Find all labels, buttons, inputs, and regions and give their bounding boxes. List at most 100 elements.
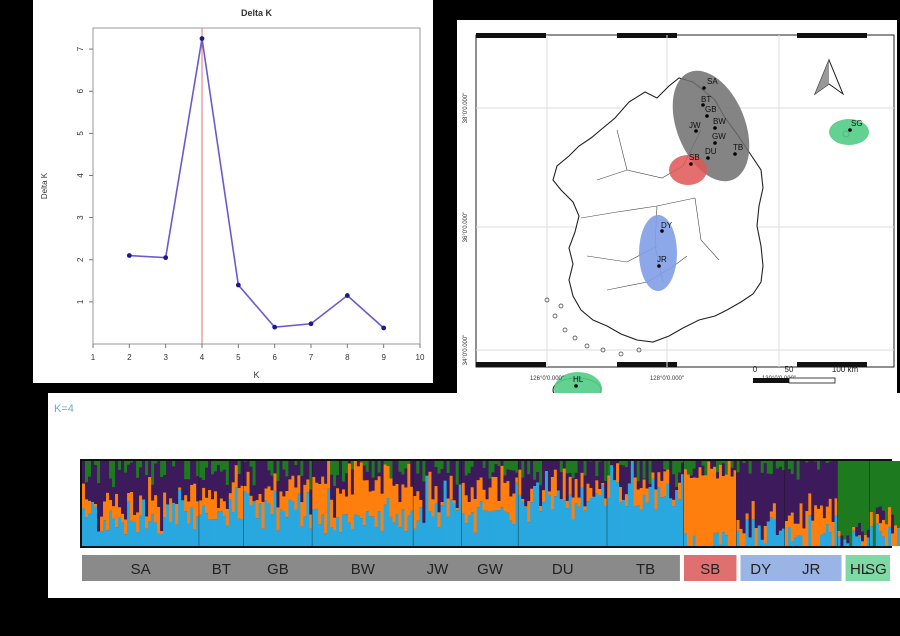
individual-ancestry-bar — [730, 476, 734, 546]
individual-ancestry-bar — [506, 469, 510, 482]
individual-ancestry-bar — [464, 461, 469, 476]
individual-ancestry-bar — [858, 461, 862, 523]
individual-ancestry-bar — [840, 535, 844, 546]
individual-ancestry-bar — [222, 515, 227, 546]
individual-ancestry-bar — [437, 512, 441, 528]
individual-ancestry-bar — [285, 517, 289, 546]
individual-ancestry-bar — [336, 517, 340, 546]
individual-ancestry-bar — [112, 461, 116, 488]
individual-ancestry-bar — [470, 512, 475, 546]
individual-ancestry-bar — [151, 484, 155, 501]
individual-ancestry-bar — [181, 461, 185, 501]
individual-ancestry-bar — [811, 520, 815, 546]
individual-ancestry-bar — [422, 522, 426, 546]
individual-ancestry-bar — [407, 515, 411, 546]
individual-ancestry-bar — [701, 465, 705, 476]
individual-ancestry-bar — [85, 499, 89, 518]
individual-ancestry-bar — [297, 475, 301, 494]
individual-ancestry-bar — [473, 461, 478, 499]
population-label-dy: DY — [750, 561, 771, 578]
individual-ancestry-bar — [878, 531, 883, 546]
individual-ancestry-bar — [852, 530, 856, 546]
individual-ancestry-bar — [199, 461, 203, 478]
coastal-island — [544, 297, 550, 303]
individual-ancestry-bar — [300, 475, 304, 503]
individual-ancestry-bar — [512, 461, 516, 471]
individual-ancestry-bar — [148, 521, 152, 546]
x-tick-label: 5 — [236, 353, 241, 362]
individual-ancestry-bar — [479, 501, 483, 546]
individual-ancestry-bar — [852, 461, 856, 527]
individual-ancestry-bar — [419, 507, 423, 546]
individual-ancestry-bar — [205, 513, 209, 546]
individual-ancestry-bar — [713, 461, 717, 467]
individual-ancestry-bar — [97, 483, 101, 532]
individual-ancestry-bar — [701, 475, 705, 546]
k-label: K=4 — [54, 403, 74, 415]
individual-ancestry-bar — [621, 499, 626, 546]
individual-ancestry-bar — [473, 498, 478, 533]
site-label-du: DU — [705, 147, 717, 156]
individual-ancestry-bar — [869, 511, 874, 527]
individual-ancestry-bar — [452, 500, 457, 504]
individual-ancestry-bar — [404, 531, 408, 546]
individual-ancestry-bar — [494, 510, 498, 546]
individual-ancestry-bar — [94, 503, 98, 507]
individual-ancestry-bar — [291, 501, 295, 546]
site-dot — [689, 162, 693, 166]
individual-ancestry-bar — [799, 461, 803, 504]
individual-ancestry-bar — [356, 466, 361, 516]
individual-ancestry-bar — [521, 461, 525, 478]
individual-ancestry-bar — [315, 508, 319, 546]
individual-ancestry-bar — [636, 505, 641, 546]
individual-ancestry-bar — [610, 461, 614, 466]
individual-ancestry-bar — [112, 518, 116, 546]
individual-ancestry-bar — [341, 481, 346, 490]
individual-ancestry-bar — [748, 537, 753, 546]
individual-ancestry-bar — [410, 486, 414, 511]
individual-ancestry-bar — [431, 499, 435, 517]
individual-ancestry-bar — [604, 498, 608, 506]
individual-ancestry-bar — [216, 464, 221, 508]
individual-ancestry-bar — [109, 478, 113, 500]
individual-ancestry-bar — [356, 461, 361, 467]
individual-ancestry-bar — [225, 485, 230, 509]
individual-ancestry-bar — [395, 461, 399, 484]
individual-ancestry-bar — [181, 500, 185, 546]
x-tick-label: 1 — [91, 353, 96, 362]
individual-ancestry-bar — [154, 495, 158, 523]
individual-ancestry-bar — [678, 499, 682, 546]
individual-ancestry-bar — [452, 503, 457, 546]
individual-ancestry-bar — [136, 512, 140, 533]
individual-ancestry-bar — [683, 461, 688, 470]
individual-ancestry-bar — [94, 461, 98, 465]
individual-ancestry-bar — [383, 504, 387, 546]
individual-ancestry-bar — [336, 475, 340, 489]
individual-ancestry-bar — [169, 498, 173, 523]
deltak-point — [381, 325, 387, 331]
individual-ancestry-bar — [616, 461, 620, 464]
individual-ancestry-bar — [598, 461, 602, 462]
individual-ancestry-bar — [624, 494, 629, 507]
individual-ancestry-bar — [246, 461, 250, 472]
individual-ancestry-bar — [872, 461, 877, 546]
individual-ancestry-bar — [586, 501, 590, 546]
individual-ancestry-bar — [339, 461, 343, 494]
individual-ancestry-bar — [875, 507, 880, 514]
individual-ancestry-bar — [163, 492, 167, 518]
individual-ancestry-bar — [796, 535, 800, 546]
individual-ancestry-bar — [858, 522, 862, 536]
individual-ancestry-bar — [565, 508, 570, 546]
individual-ancestry-bar — [663, 461, 667, 470]
individual-ancestry-bar — [318, 524, 322, 546]
individual-ancestry-bar — [374, 527, 379, 546]
individual-ancestry-bar — [410, 510, 414, 546]
individual-ancestry-bar — [377, 461, 382, 473]
individual-ancestry-bar — [208, 490, 212, 520]
individual-ancestry-bar — [633, 477, 638, 507]
individual-ancestry-bar — [434, 486, 438, 504]
individual-ancestry-bar — [467, 515, 472, 546]
individual-ancestry-bar — [619, 486, 623, 503]
individual-ancestry-bar — [542, 490, 546, 503]
individual-ancestry-bar — [583, 475, 587, 507]
